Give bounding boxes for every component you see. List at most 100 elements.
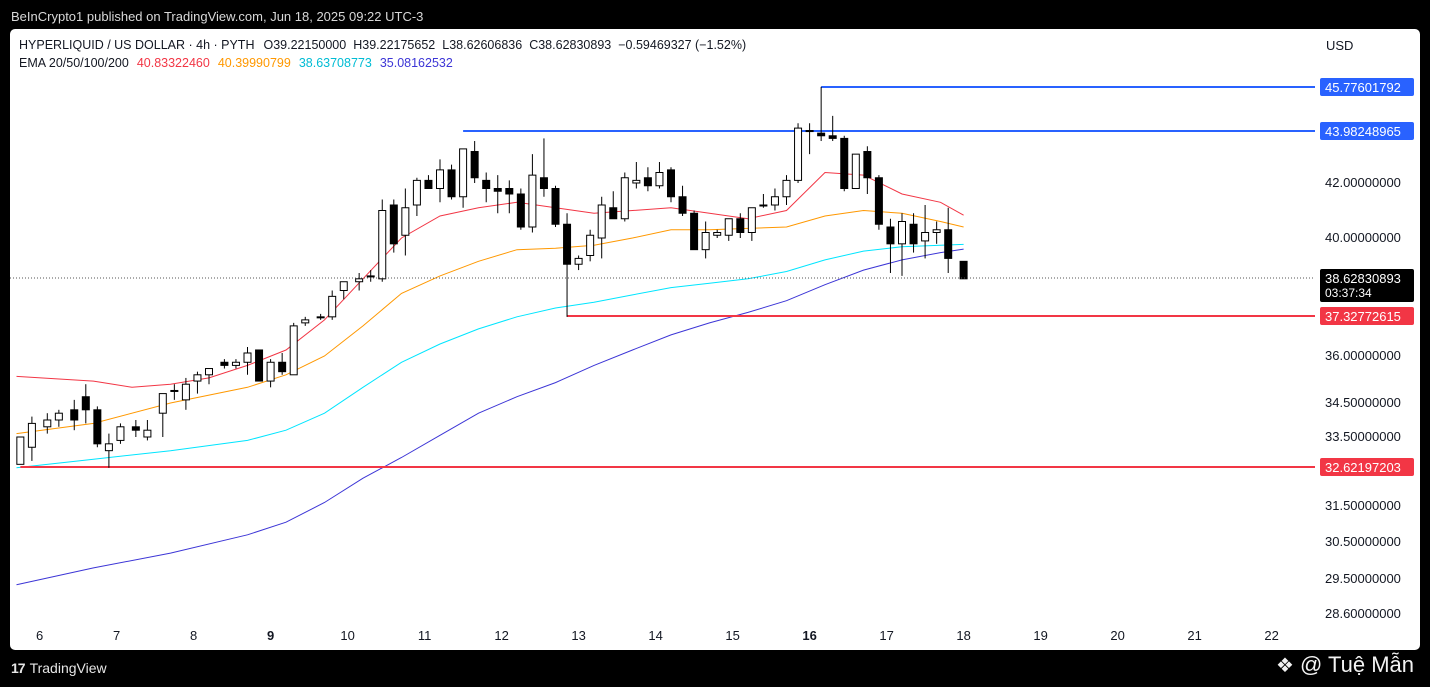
candle xyxy=(255,349,264,382)
candle xyxy=(301,316,310,326)
currency-button[interactable]: USD xyxy=(1326,38,1353,53)
candle-body xyxy=(805,130,814,133)
candle xyxy=(436,159,444,203)
candle-body xyxy=(470,151,479,179)
candle xyxy=(770,188,779,211)
candle xyxy=(289,322,298,376)
y-tick-label: 33.50000000 xyxy=(1325,429,1401,444)
candle-body xyxy=(782,179,791,198)
candle xyxy=(424,175,433,190)
candle-body xyxy=(690,212,699,251)
x-tick-label: 12 xyxy=(494,628,508,643)
candle xyxy=(959,260,968,280)
chart-panel[interactable]: 42.00000000 40.00000000 36.00000000 34.5000… xyxy=(10,29,1420,650)
tradingview-logo[interactable]: 17 TradingView xyxy=(11,660,107,676)
x-tick-label: 9 xyxy=(267,628,274,643)
candle xyxy=(193,371,202,394)
candle xyxy=(782,175,791,205)
candle-body xyxy=(459,148,468,198)
x-tick-label: 15 xyxy=(725,628,739,643)
level-tag-label: 45.77601792 xyxy=(1325,80,1401,95)
level-tag-label: 43.98248965 xyxy=(1325,124,1401,139)
footer: 17 TradingView ❖ @ Tuệ Mẫn xyxy=(0,650,1430,687)
legend-ema20: 40.83322460 xyxy=(137,56,210,70)
legend-high-label: H xyxy=(353,38,362,52)
candle-body xyxy=(794,127,803,181)
candle-body xyxy=(193,374,202,382)
candlestick-series xyxy=(16,86,968,468)
candle-body xyxy=(667,169,675,198)
price-chart[interactable]: 42.00000000 40.00000000 36.00000000 34.5000… xyxy=(10,29,1420,650)
candle-body xyxy=(301,319,310,324)
candle xyxy=(93,406,102,448)
candle xyxy=(863,146,872,194)
candle xyxy=(632,162,641,189)
candle xyxy=(713,229,722,238)
candle-body xyxy=(170,389,179,392)
candle-body xyxy=(205,368,213,376)
candle-body xyxy=(401,207,410,236)
candle xyxy=(81,384,90,424)
x-tick-label: 21 xyxy=(1187,628,1201,643)
candle xyxy=(805,123,814,155)
legend-ema50: 40.39990799 xyxy=(218,56,291,70)
candle-body xyxy=(828,135,837,139)
ema20-line xyxy=(16,171,964,388)
candle-body xyxy=(493,188,502,192)
y-tick-label: 29.50000000 xyxy=(1325,571,1401,586)
candle-body xyxy=(736,218,745,233)
candle xyxy=(470,141,479,183)
currency-button-bg[interactable] xyxy=(1315,34,1375,56)
x-tick-label: 22 xyxy=(1264,628,1278,643)
candle-body xyxy=(655,172,664,187)
candle-body xyxy=(921,232,930,242)
time-axis[interactable]: 6 7 8 9 10 11 12 13 14 15 16 17 18 19 20 21 22 xyxy=(36,628,1279,643)
candle xyxy=(620,172,629,222)
candle xyxy=(459,148,468,208)
candle xyxy=(932,221,941,244)
candle xyxy=(828,115,837,142)
candle-body xyxy=(563,223,572,265)
candle xyxy=(482,172,491,203)
candle xyxy=(944,207,953,273)
candle-body xyxy=(632,179,641,184)
candle-body xyxy=(266,361,275,382)
author-credit: ❖ @ Tuệ Mẫn xyxy=(1276,652,1414,678)
candle-body xyxy=(424,179,433,190)
candle-body xyxy=(339,281,348,292)
candle xyxy=(874,175,883,230)
price-axis[interactable]: 42.00000000 40.00000000 36.00000000 34.5000… xyxy=(1320,77,1414,621)
last-price-countdown: 03:37:34 xyxy=(1325,286,1372,300)
candle-body xyxy=(528,174,537,228)
candle xyxy=(378,199,387,282)
last-price-tag-bg xyxy=(1320,268,1414,302)
y-tick-label: 34.50000000 xyxy=(1325,395,1401,410)
legend-symbol: HYPERLIQUID / US DOLLAR · 4h · PYTH xyxy=(19,38,254,52)
candle-body xyxy=(944,229,953,259)
y-tick-label: 40.00000000 xyxy=(1325,230,1401,245)
candle-body xyxy=(759,204,768,207)
legend-close: 38.62830893 xyxy=(538,38,611,52)
candle-body xyxy=(586,234,595,256)
candle xyxy=(278,352,287,375)
publish-info-text: BeInCrypto1 published on TradingView.com… xyxy=(11,9,424,24)
legend-low: 38.62606836 xyxy=(449,38,522,52)
y-tick-label: 28.60000000 xyxy=(1325,606,1401,621)
candle xyxy=(170,384,179,400)
candle-body xyxy=(863,151,872,179)
candle-body xyxy=(516,193,525,228)
candle xyxy=(158,393,167,437)
candle xyxy=(355,272,364,291)
candle xyxy=(678,185,687,216)
candle-body xyxy=(909,223,918,245)
candle-body xyxy=(43,419,52,428)
last-price-label: 38.62830893 xyxy=(1325,271,1401,286)
legend-close-label: C xyxy=(529,38,538,52)
candle xyxy=(563,213,572,317)
candle-body xyxy=(328,295,337,318)
candle xyxy=(316,313,325,320)
candle-body xyxy=(316,316,325,319)
candle-body xyxy=(447,169,456,198)
candle xyxy=(840,135,849,192)
candle-body xyxy=(436,169,444,190)
